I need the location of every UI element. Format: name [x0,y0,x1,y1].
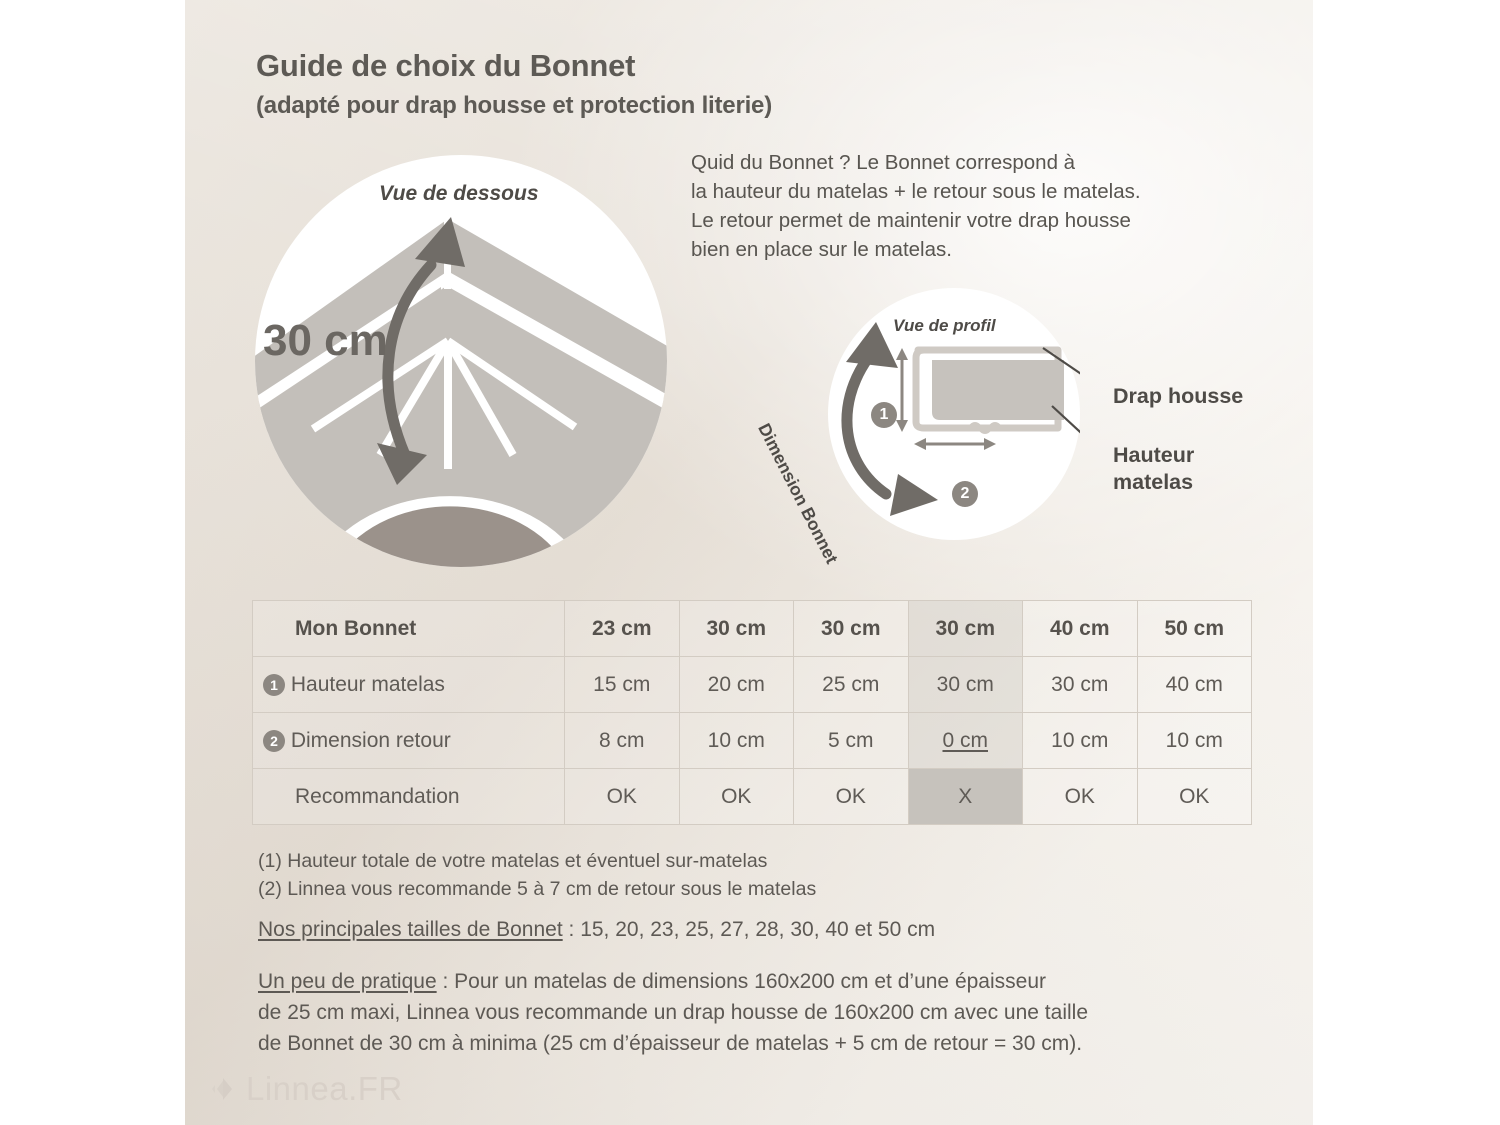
page-title: Guide de choix du Bonnet [256,48,636,83]
cell-retour-1: 8 cm [564,712,680,769]
table-row-label-reco: Recommandation [252,768,565,825]
cell-retour-3: 5 cm [793,712,909,769]
profile-view-caption: Vue de profil [893,316,996,335]
row-badge-1: 1 [263,673,285,696]
logo-text: Linnea.FR [246,1070,403,1107]
footnote-2: (2) Linnea vous recommande 5 à 7 cm de r… [258,878,817,900]
intro-line-2: la hauteur du matelas + le retour sous l… [691,180,1141,203]
cell-hauteur-1: 15 cm [564,656,680,713]
cell-reco-3: OK [793,768,909,825]
page-subtitle: (adapté pour drap housse et protection l… [256,92,772,119]
profile-badge-1: 1 [871,402,897,428]
intro-line-1: Quid du Bonnet ? Le Bonnet correspond à [691,151,1076,174]
cell-reco-2: OK [678,768,794,825]
cell-reco-5: OK [1022,768,1138,825]
intro-paragraph: Quid du Bonnet ? Le Bonnet correspond à … [691,148,1266,264]
footnote-1: (1) Hauteur totale de votre matelas et é… [258,850,768,872]
table-row-header: Mon Bonnet 23 cm 30 cm 30 cm 30 cm 40 cm… [252,600,1252,657]
intro-line-3: Le retour permet de maintenir votre drap… [691,209,1131,232]
bottom-view-diagram [255,155,667,567]
table-header-col-1: 23 cm [564,600,680,657]
intro-line-4: bien en place sur le matelas. [691,238,952,261]
table-header-col-3: 30 cm [793,600,909,657]
table-row-label-hauteur: 1 Hauteur matelas [252,656,565,713]
label-hauteur-matelas: Hauteur matelas [1113,442,1194,496]
table-row-retour: 2 Dimension retour 8 cm 10 cm 5 cm 0 cm … [252,712,1252,769]
footnotes: (1) Hauteur totale de votre matelas et é… [258,847,816,903]
profile-badge-2: 2 [952,481,978,507]
dimension-bonnet-arrow [841,322,938,516]
cell-reco-4: X [907,768,1023,825]
table-header-col-5: 40 cm [1022,600,1138,657]
bottom-view-illustration [255,217,667,567]
row-label-retour-text: Dimension retour [290,728,451,752]
practice-label: Un peu de pratique [258,970,437,993]
linnea-logo[interactable]: Linnea.FR [210,1070,403,1108]
table-row-label-retour: 2 Dimension retour [252,712,565,769]
sizes-value: : 15, 20, 23, 25, 27, 28, 30, 40 et 50 c… [562,918,936,941]
table-row-hauteur: 1 Hauteur matelas 15 cm 20 cm 25 cm 30 c… [252,656,1252,713]
cell-retour-4-value: 0 cm [942,728,988,752]
label-drap-housse: Drap housse [1113,384,1244,408]
practice-line-3: de Bonnet de 30 cm à minima (25 cm d’épa… [258,1032,1083,1055]
practice-paragraph: Un peu de pratique : Pour un matelas de … [258,966,1258,1059]
practice-line-1: Un peu de pratique : Pour un matelas de … [258,966,1258,997]
cell-hauteur-4: 30 cm [907,656,1023,713]
cell-hauteur-3: 25 cm [793,656,909,713]
cell-hauteur-2: 20 cm [678,656,794,713]
table-header-col-4: 30 cm [907,600,1023,657]
cell-retour-2: 10 cm [678,712,794,769]
label-hauteur-line1: Hauteur [1113,443,1195,467]
practice-line-2: de 25 cm maxi, Linnea vous recommande un… [258,1001,1088,1024]
cell-reco-6: OK [1136,768,1252,825]
cell-reco-1: OK [564,768,680,825]
bonnet-measure-value: 30 cm [263,316,388,365]
practice-text-1: : Pour un matelas de dimensions 160x200 … [436,970,1046,993]
diamond-leaf-icon [210,1076,236,1102]
label-hauteur-line2: matelas [1113,470,1194,494]
table-header-col-6: 50 cm [1136,600,1252,657]
profile-view-illustration [841,322,1105,516]
sizes-label: Nos principales tailles de Bonnet [258,918,563,941]
table-row-reco: Recommandation OK OK OK X OK OK [252,768,1252,825]
sizes-line: Nos principales tailles de Bonnet : 15, … [258,918,935,942]
bottom-view-caption: Vue de dessous [379,182,539,205]
row-label-hauteur-text: Hauteur matelas [290,672,445,696]
cell-retour-5: 10 cm [1022,712,1138,769]
cell-retour-4: 0 cm [907,712,1023,769]
cell-retour-6: 10 cm [1136,712,1252,769]
table-header-label: Mon Bonnet [252,600,565,657]
bonnet-measure-arrow [377,217,465,485]
cell-hauteur-6: 40 cm [1136,656,1252,713]
bonnet-table: Mon Bonnet 23 cm 30 cm 30 cm 30 cm 40 cm… [252,600,1252,825]
row-badge-2: 2 [263,729,285,752]
table-header-col-2: 30 cm [678,600,794,657]
cell-hauteur-5: 30 cm [1022,656,1138,713]
